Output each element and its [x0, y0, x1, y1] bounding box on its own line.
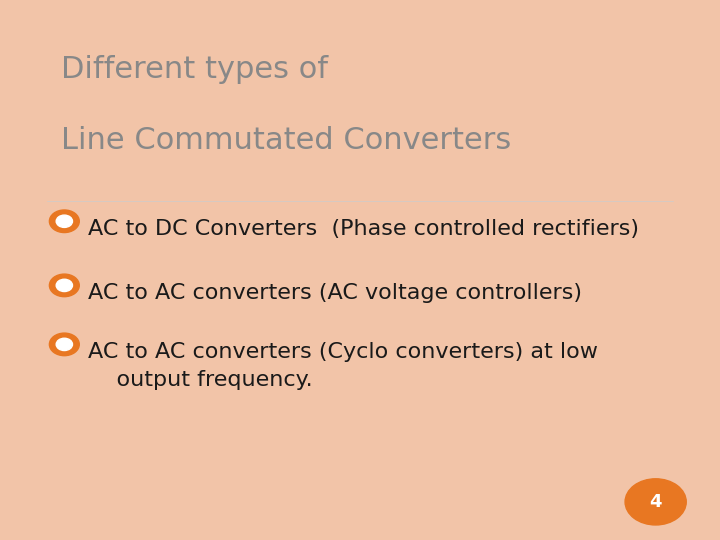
Text: Different types of: Different types of [61, 55, 328, 84]
Circle shape [56, 215, 73, 227]
Circle shape [56, 338, 73, 350]
Circle shape [50, 274, 79, 296]
Text: AC to AC converters (Cyclo converters) at low
    output frequency.: AC to AC converters (Cyclo converters) a… [88, 342, 598, 390]
Circle shape [56, 279, 73, 292]
Text: Line Commutated Converters: Line Commutated Converters [61, 126, 511, 156]
Circle shape [50, 210, 79, 233]
Circle shape [625, 479, 686, 525]
Text: AC to AC converters (AC voltage controllers): AC to AC converters (AC voltage controll… [88, 283, 582, 303]
Text: AC to DC Converters  (Phase controlled rectifiers): AC to DC Converters (Phase controlled re… [88, 219, 639, 239]
Circle shape [50, 333, 79, 356]
Text: 4: 4 [649, 493, 662, 511]
